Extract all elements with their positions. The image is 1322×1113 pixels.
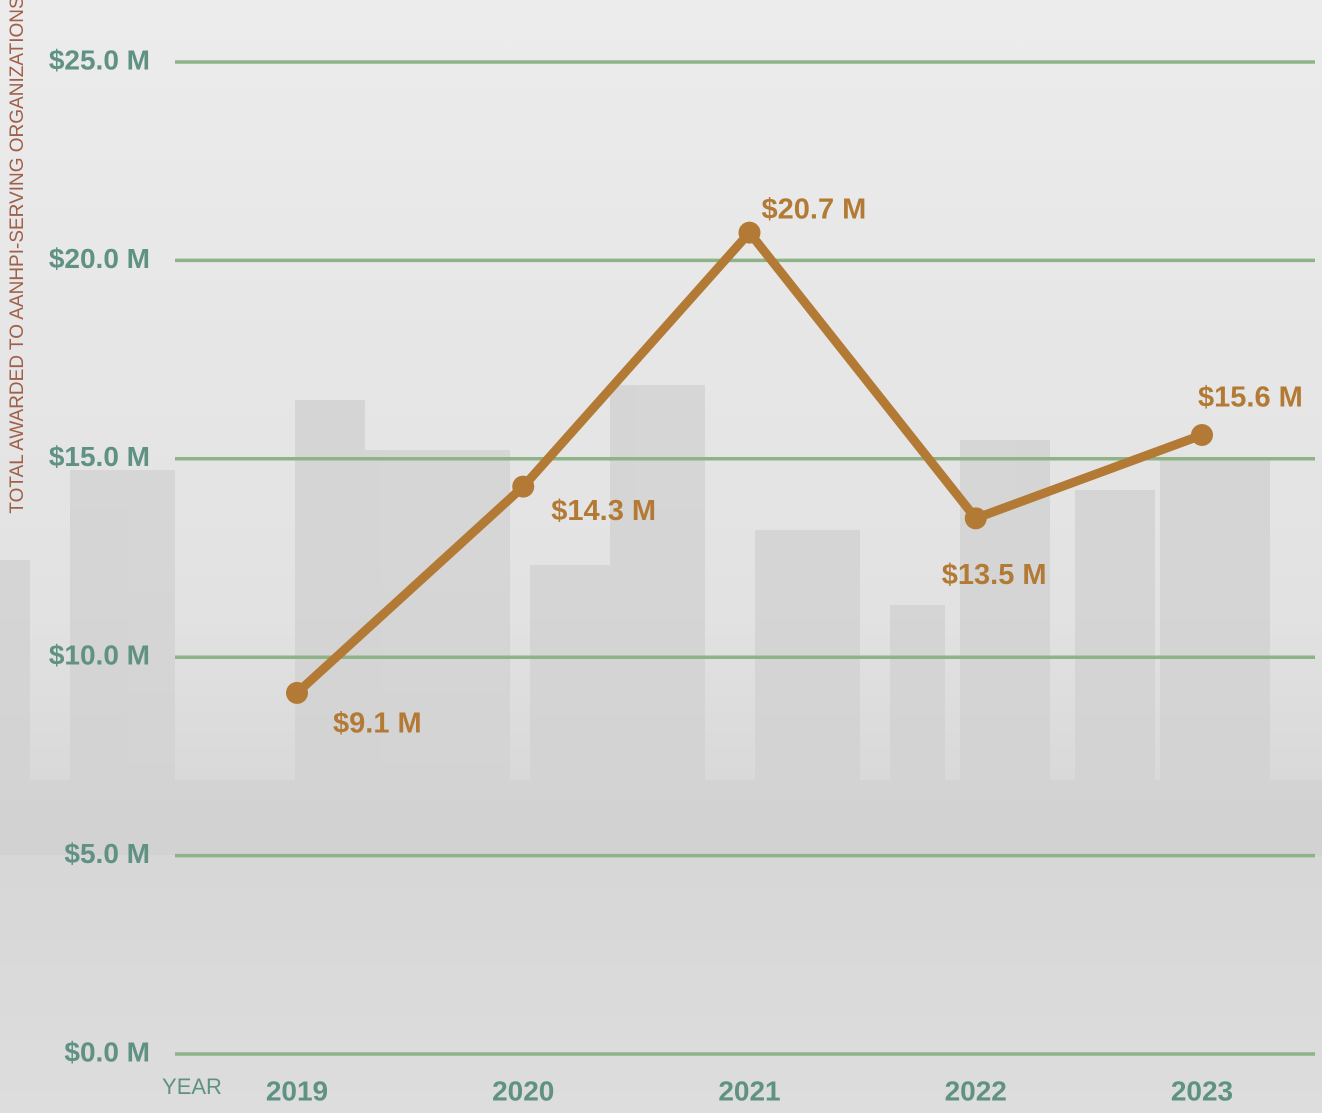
point bbox=[1191, 424, 1213, 446]
y-tick-label: $0.0 M bbox=[64, 1036, 150, 1067]
x-axis-label: YEAR bbox=[162, 1074, 222, 1099]
y-tick-label: $20.0 M bbox=[49, 243, 150, 274]
point bbox=[965, 507, 987, 529]
x-tick-label: 2021 bbox=[718, 1075, 780, 1106]
y-axis-label: TOTAL AWARDED TO AANHPI-SERVING ORGANIZA… bbox=[7, 0, 28, 514]
y-tick-label: $15.0 M bbox=[49, 441, 150, 472]
y-tick-label: $5.0 M bbox=[64, 838, 150, 869]
y-tick-label: $10.0 M bbox=[49, 640, 150, 671]
x-tick-label: 2019 bbox=[266, 1075, 328, 1106]
x-tick-label: 2022 bbox=[945, 1075, 1007, 1106]
point bbox=[286, 682, 308, 704]
value-label: $14.3 M bbox=[551, 495, 656, 527]
chart: TOTAL AWARDED TO AANHPI-SERVING ORGANIZA… bbox=[0, 0, 1322, 1113]
point bbox=[739, 222, 761, 244]
value-label: $13.5 M bbox=[942, 559, 1047, 591]
point bbox=[512, 476, 534, 498]
y-tick-label: $25.0 M bbox=[49, 44, 150, 75]
value-label: $20.7 M bbox=[762, 193, 867, 225]
value-label: $9.1 M bbox=[333, 708, 422, 740]
x-tick-label: 2023 bbox=[1171, 1075, 1233, 1106]
x-tick-label: 2020 bbox=[492, 1075, 554, 1106]
value-label: $15.6 M bbox=[1198, 382, 1303, 414]
